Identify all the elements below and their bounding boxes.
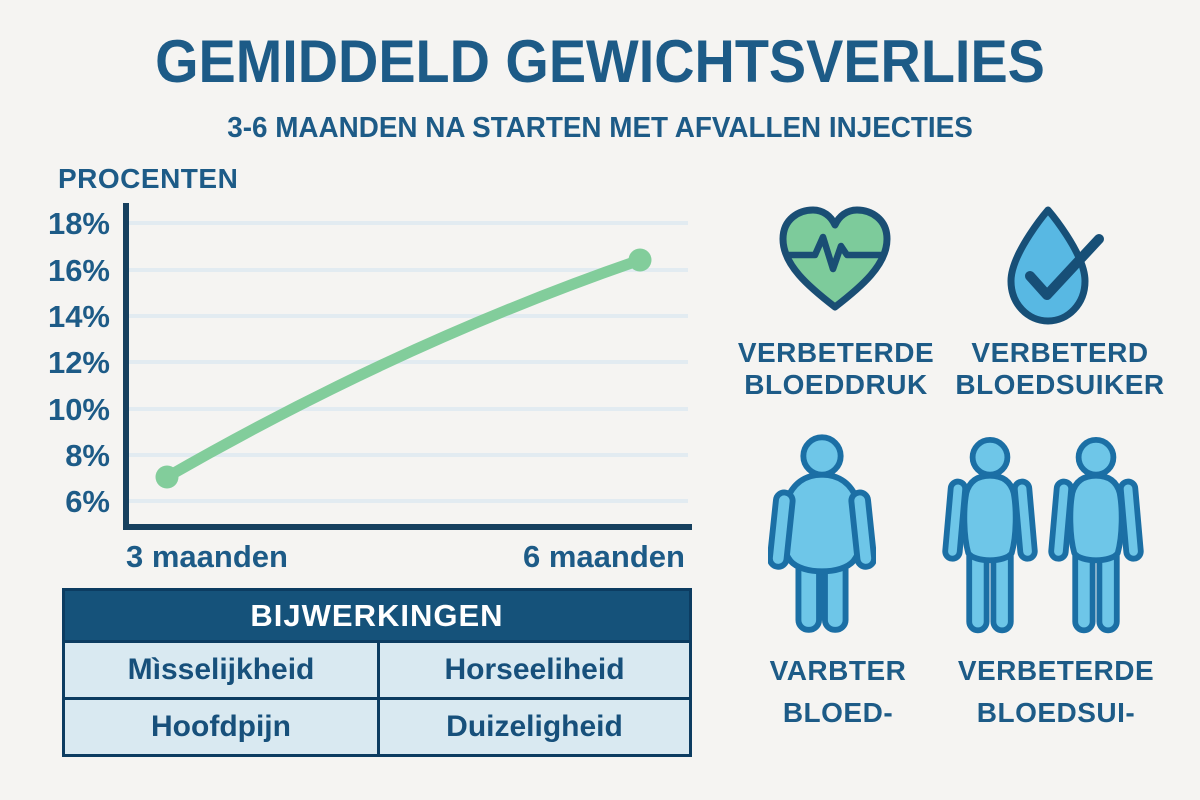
y-tick: 14%	[48, 299, 110, 334]
label-line: VERBETERDE	[737, 337, 935, 368]
label-line: BLOEDSUIKER	[955, 369, 1165, 401]
slim-person-icon	[1048, 437, 1144, 634]
side-effects-table-body: Mìsselijkheid Horseeliheid Hoofdpijn Dui…	[65, 640, 689, 754]
y-tick: 10%	[48, 392, 110, 427]
side-effects-table-header: BIJWERKINGEN	[65, 591, 689, 640]
label-line: BLOEDDRUK	[744, 369, 928, 401]
y-tick: 12%	[48, 345, 110, 380]
y-tick: 18%	[48, 206, 110, 241]
table-cell: Mìsselijkheid	[65, 640, 377, 697]
subtitle: 3-6 MAANDEN NA STARTEN MET AFVALLEN INJE…	[227, 112, 973, 144]
water-drop-check-icon	[1007, 206, 1104, 325]
chart-axes	[123, 203, 692, 530]
label-line: VERBETERDE	[957, 655, 1155, 686]
y-axis-title: PROCENTEN	[58, 163, 239, 194]
data-point-6-months	[628, 248, 652, 272]
x-tick-6-months: 6 maanden	[523, 539, 685, 574]
label-line: VERBETERD	[971, 337, 1149, 368]
y-tick: 16%	[48, 253, 110, 288]
main-title: GEMIDDELD GEWICHTSVERLIES	[155, 28, 1045, 95]
x-axis-tick-labels: 3 maanden 6 maanden	[126, 539, 685, 574]
x-tick-3-months: 3 maanden	[126, 539, 288, 574]
y-tick: 6%	[65, 484, 110, 519]
weight-loss-line	[161, 254, 646, 483]
table-cell: Horseeliheid	[377, 640, 689, 697]
weight-loss-line-chart: 18% 16% 14% 12% 10% 8% 6% 3 maanden 6 ma…	[48, 203, 692, 574]
label-improved-blood-pressure: VERBETERDE BLOEDDRUK	[736, 337, 936, 401]
data-point-3-months	[155, 465, 179, 489]
overweight-person-icon	[768, 434, 876, 633]
heart-pulse-icon	[779, 206, 891, 311]
side-effects-table: BIJWERKINGEN Mìsselijkheid Horseeliheid …	[62, 588, 692, 757]
slim-person-icon	[942, 437, 1038, 634]
label-improved-blood-sugar: VERBETERD BLOEDSUIKER	[948, 337, 1172, 401]
table-cell: Duizeligheid	[377, 697, 689, 754]
label-line: BLOED-	[782, 697, 894, 728]
chart-gridlines	[128, 221, 688, 503]
label-improved-bloodsugar-truncated: VERBETERDE BLOEDSUI-	[946, 650, 1166, 734]
y-tick: 8%	[65, 438, 110, 473]
table-cell: Hoofdpijn	[65, 697, 377, 754]
y-axis-tick-labels: 18% 16% 14% 12% 10% 8% 6%	[48, 206, 110, 519]
label-better-blood: VARBTER BLOED-	[740, 650, 936, 734]
label-line: VARBTER	[769, 655, 907, 686]
label-line: BLOEDSUI-	[976, 697, 1136, 728]
